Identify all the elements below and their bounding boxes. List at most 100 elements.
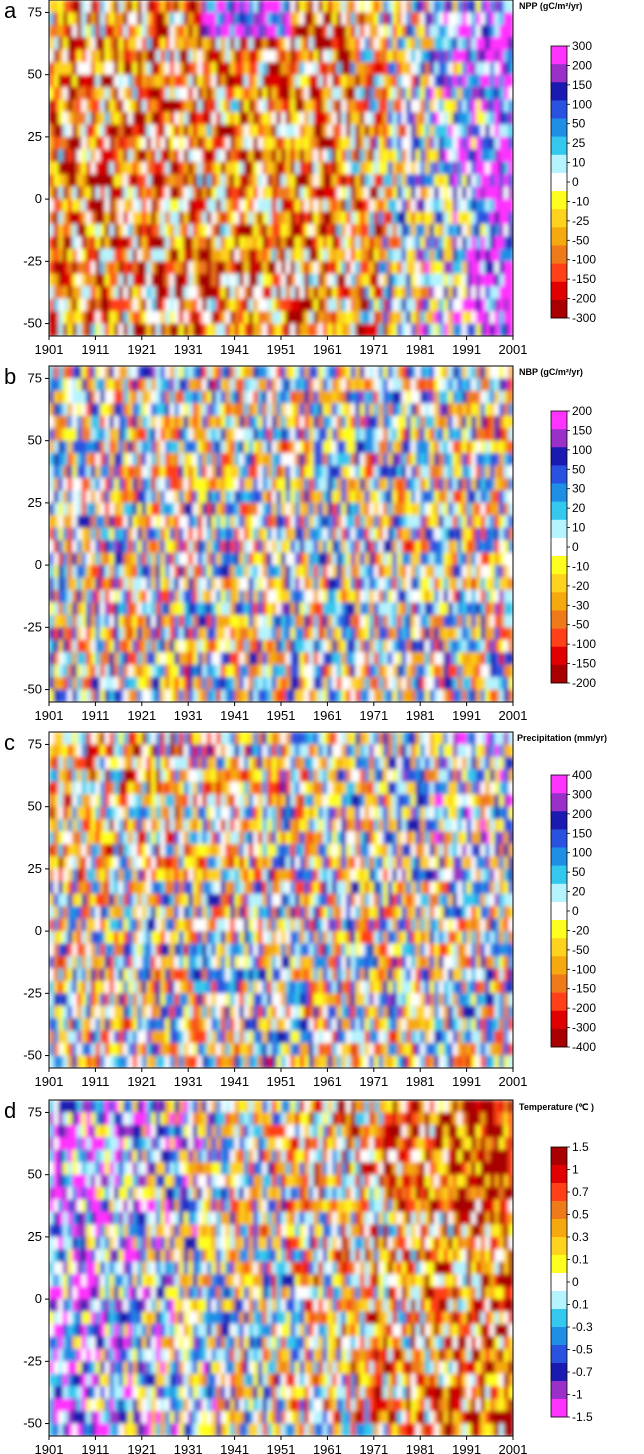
heat-cell — [262, 261, 268, 275]
heat-cell — [327, 149, 333, 163]
heat-cell — [290, 112, 296, 126]
heat-cell — [86, 112, 92, 126]
heat-cell — [327, 664, 333, 678]
heat-cell — [141, 224, 148, 238]
heat-cell — [304, 652, 310, 666]
heat-cell — [248, 590, 254, 604]
heat-cell — [410, 590, 417, 604]
heat-cell — [174, 37, 180, 51]
heat-cell — [401, 652, 407, 666]
heat-cell — [220, 248, 226, 262]
heat-cell — [392, 261, 398, 275]
heat-cell — [137, 199, 143, 213]
heat-cell — [137, 0, 143, 14]
heat-cell — [151, 527, 157, 541]
heat-cell — [267, 211, 273, 225]
heat-cell — [494, 199, 500, 213]
heat-cell — [429, 298, 435, 312]
heat-cell — [304, 515, 310, 529]
heat-cell — [392, 614, 398, 628]
heat-cell — [141, 677, 148, 691]
heat-cell — [457, 124, 463, 138]
heat-cell — [206, 440, 212, 454]
heat-cell — [257, 273, 264, 287]
heat-cell — [202, 677, 208, 691]
heat-cell — [86, 211, 92, 225]
heat-cell — [276, 378, 282, 392]
heat-cell — [466, 286, 472, 300]
heat-cell — [76, 199, 83, 213]
heat-cell — [471, 112, 477, 126]
heat-cell — [239, 161, 245, 175]
heat-cell — [364, 378, 370, 392]
heat-cell — [100, 273, 106, 287]
colorbar-tick-label: -300 — [572, 311, 596, 325]
heat-cell — [313, 552, 319, 566]
heat-cell — [304, 0, 310, 14]
heat-cell — [160, 149, 166, 163]
x-axis-a: 1901 1911 1921 1931 1941 1951 1961 1971 1981 1991… — [35, 336, 527, 357]
heat-cell — [475, 248, 482, 262]
heat-cell — [211, 378, 217, 392]
heat-cell — [220, 478, 226, 492]
heat-cell — [165, 440, 171, 454]
heat-cell — [369, 323, 375, 336]
heat-cell — [229, 124, 236, 138]
heat-cell — [336, 590, 342, 604]
heat-cell — [401, 261, 407, 275]
heat-cell — [294, 527, 301, 541]
heat-cell — [206, 577, 212, 591]
heat-cell — [206, 136, 212, 150]
heat-cell — [262, 652, 268, 666]
heat-cell — [345, 99, 352, 113]
heat-cell — [155, 515, 161, 529]
heat-cell — [480, 124, 486, 138]
heat-cell — [109, 112, 115, 126]
heat-cell — [239, 12, 245, 26]
heat-cell — [281, 62, 287, 76]
heat-cell — [127, 149, 134, 163]
heat-cell — [308, 415, 315, 429]
heat-cell — [373, 37, 380, 51]
heat-cell — [276, 390, 282, 404]
heat-cell — [72, 602, 78, 616]
heat-cell — [216, 502, 222, 516]
heat-cell — [499, 62, 505, 76]
heat-cell — [229, 186, 236, 200]
heat-cell — [271, 527, 277, 541]
heat-cell — [253, 366, 259, 380]
heat-cell — [406, 502, 412, 516]
heat-cell — [76, 677, 83, 691]
heat-cell — [100, 652, 106, 666]
heat-cell — [304, 174, 310, 188]
heat-cell — [202, 465, 208, 479]
heat-cell — [192, 652, 199, 666]
heat-cell — [387, 540, 393, 554]
heat-cell — [336, 565, 342, 579]
heat-cell — [373, 0, 380, 14]
heat-cell — [341, 99, 347, 113]
heat-cell — [452, 311, 458, 325]
heat-cell — [211, 49, 217, 63]
heat-cell — [294, 273, 301, 287]
heat-cell — [304, 465, 310, 479]
heat-cell — [304, 490, 310, 504]
heat-cell — [90, 565, 96, 579]
heat-cell — [127, 174, 134, 188]
heat-cell — [113, 590, 120, 604]
heat-cell — [294, 515, 301, 529]
heat-cell — [401, 552, 407, 566]
heat-cell — [378, 261, 384, 275]
heat-cell — [76, 590, 83, 604]
heat-cell — [336, 403, 342, 417]
heat-cell — [72, 677, 78, 691]
heat-cell — [304, 273, 310, 287]
heat-cell — [424, 236, 431, 250]
heat-cell — [285, 12, 291, 26]
heat-cell — [113, 149, 120, 163]
heat-cell — [401, 124, 407, 138]
heat-cell — [90, 540, 96, 554]
heat-cell — [359, 565, 366, 579]
heat-cell — [401, 428, 407, 442]
heat-cell — [448, 273, 454, 287]
